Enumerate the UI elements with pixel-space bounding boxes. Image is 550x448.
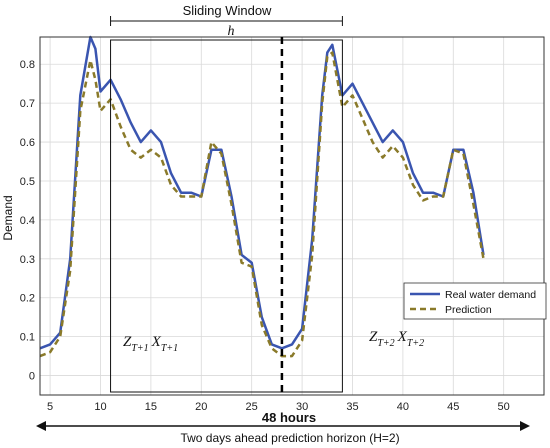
y-tick-label: 0.4: [20, 215, 35, 227]
right-block-label: ZT+2 XT+2: [369, 329, 424, 349]
x-ticks: 5 10 15 20 25 30 35 40 45 50: [47, 401, 510, 413]
x-tick-label: 35: [346, 401, 358, 413]
svg-text:ZT+1XT+1: ZT+1 XT+1: [123, 334, 178, 354]
y-tick-label: 0.6: [20, 137, 35, 149]
legend-box: [403, 282, 547, 320]
legend-label-real: Real water demand: [445, 289, 536, 301]
left-z: Z: [123, 334, 132, 350]
series-line-prediction: [39, 51, 485, 358]
x-tick-label: 40: [397, 401, 409, 413]
horizon-annotation: 48 hours Two days ahead prediction horiz…: [36, 410, 530, 445]
hours-label: 48 hours: [262, 410, 316, 425]
y-tick-label: 0.1: [20, 332, 35, 344]
right-x-sub: T+2: [407, 338, 424, 349]
svg-text:ZT+2XT+2: ZT+2 XT+2: [369, 329, 424, 349]
right-z: Z: [369, 329, 378, 345]
horizon-label: Two days ahead prediction horizon (H=2): [180, 431, 399, 445]
sliding-window: Sliding Window h: [110, 3, 343, 395]
x-tick-label: 10: [94, 401, 106, 413]
x-tick-label: 15: [145, 401, 157, 413]
x-tick-label: 30: [296, 401, 308, 413]
x-tick-label: 25: [246, 401, 258, 413]
right-x: X: [397, 329, 408, 345]
legend-label-prediction: Prediction: [445, 304, 492, 316]
x-tick-label: 50: [498, 401, 510, 413]
grid: [40, 37, 544, 395]
window-symbol-h: h: [228, 24, 235, 39]
left-x: X: [151, 334, 162, 350]
series-line-real-demand: [39, 35, 485, 350]
sliding-window-label: Sliding Window: [183, 3, 272, 18]
y-axis-title: Demand: [1, 195, 15, 240]
y-tick-label: 0.3: [20, 254, 35, 266]
y-tick-label: 0.2: [20, 293, 35, 305]
x-tick-label: 5: [47, 401, 53, 413]
series-layer: [39, 35, 485, 358]
left-block-label: ZT+1 XT+1: [123, 334, 178, 354]
horizon-arrow-left: [36, 421, 46, 431]
window-box: [110, 39, 343, 393]
right-z-sub: T+2: [377, 338, 394, 349]
y-tick-label: 0.7: [20, 98, 35, 110]
y-ticks: 0 0.1 0.2 0.3 0.4 0.5 0.6 0.7 0.8: [20, 59, 35, 382]
y-tick-label: 0: [29, 371, 35, 383]
y-tick-label: 0.5: [20, 176, 35, 188]
x-tick-label: 20: [195, 401, 207, 413]
y-tick-label: 0.8: [20, 59, 35, 71]
left-z-sub: T+1: [131, 343, 148, 354]
left-x-sub: T+1: [161, 343, 178, 354]
legend: Real water demand Prediction: [403, 282, 547, 320]
x-tick-label: 45: [447, 401, 459, 413]
horizon-arrow-right: [520, 421, 530, 431]
plot-frame: [39, 36, 545, 396]
